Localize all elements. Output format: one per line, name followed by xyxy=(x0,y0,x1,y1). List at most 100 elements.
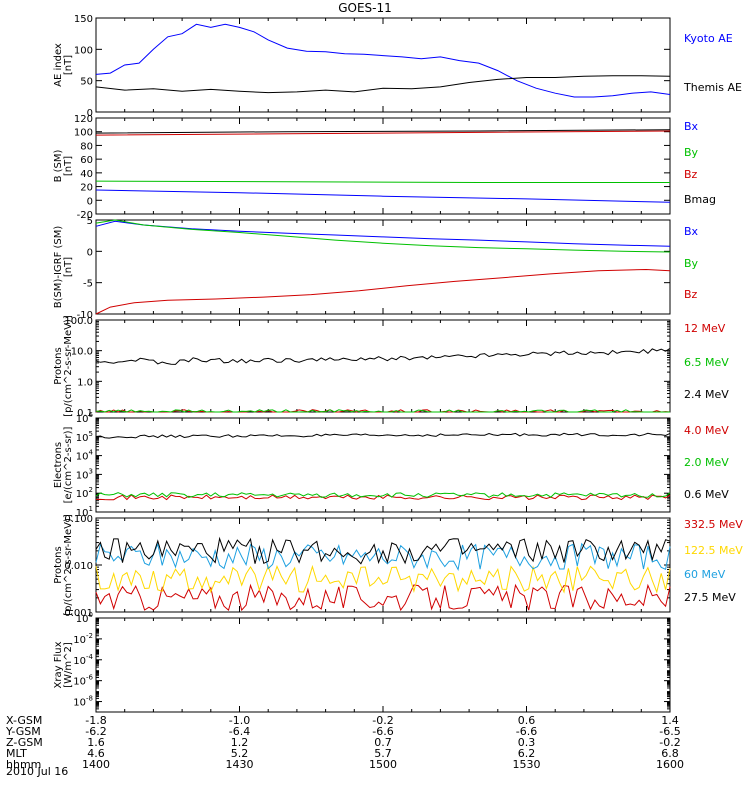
orbit-tick-value: -1.8 xyxy=(85,714,106,727)
protons-low-panel: 0.1 1.0 10.0 100.0 Protons [p/(cm^2-s-sr-MeV)… xyxy=(53,315,729,419)
orbit-tick-value: 1530 xyxy=(513,758,541,771)
y-axis-label: B(SM)-IGRF (SM) xyxy=(53,226,64,309)
orbit-tick-value: 6.2 xyxy=(518,747,536,760)
legend-entry: Kyoto AE xyxy=(684,32,733,45)
series-line-kyoto-ae xyxy=(95,23,671,98)
y-tick-label: 100 xyxy=(74,128,93,139)
series-line-6-5-mev xyxy=(95,409,670,413)
y-tick-label: 20 xyxy=(80,183,93,194)
series-line-themis-ae xyxy=(95,75,671,94)
y-tick-label: 0 xyxy=(87,196,93,207)
y-tick-label: 10-8 xyxy=(73,695,93,709)
y-tick-label: 10-2 xyxy=(73,632,93,646)
y-tick-label: -20 xyxy=(77,210,93,221)
legend-entry: Bmag xyxy=(684,193,716,206)
legend-entry: Bx xyxy=(684,225,699,238)
y-tick-label: 120 xyxy=(74,114,93,125)
y-axis-label: B (SM) xyxy=(53,149,64,182)
orbit-tick-value: -6.5 xyxy=(659,725,680,738)
orbit-tick-value: 1500 xyxy=(369,758,397,771)
legend-entry: 2.0 MeV xyxy=(684,456,729,469)
legend-entry: Bx xyxy=(684,120,699,133)
orbit-tick-value: 1.2 xyxy=(231,736,249,749)
y-tick-label: 0.100 xyxy=(64,514,93,525)
orbit-row-label: hhmm xyxy=(6,758,41,771)
y-tick-label: 100 xyxy=(76,611,93,625)
legend-entry: 27.5 MeV xyxy=(684,591,736,604)
panel-frame xyxy=(95,517,671,613)
legend-entry: Bz xyxy=(684,168,698,181)
orbit-tick-value: -0.2 xyxy=(659,736,680,749)
series-line-122-5-mev xyxy=(95,564,671,594)
orbit-tick-value: 5.7 xyxy=(374,747,392,760)
orbit-tick-value: 1.4 xyxy=(661,714,679,727)
legend-entry: Bz xyxy=(684,288,698,301)
y-axis-unit: [W/m^2] xyxy=(63,642,74,688)
y-tick-label: 102 xyxy=(76,486,93,500)
orbit-tick-value: 0.7 xyxy=(374,736,392,749)
orbit-tick-value: 1600 xyxy=(656,758,684,771)
y-tick-label: 5 xyxy=(87,216,93,227)
y-axis-label: AE index xyxy=(53,43,64,87)
series-line-bmag xyxy=(95,129,671,134)
y-axis-unit: [nT] xyxy=(63,55,74,75)
legend-entry: 12 MeV xyxy=(684,322,726,335)
y-axis-label: Xray Flux xyxy=(53,641,64,688)
y-tick-label: -5 xyxy=(83,279,93,290)
legend-entry: By xyxy=(684,146,699,159)
orbit-tick-value: -6.4 xyxy=(229,725,250,738)
y-tick-label: 106 xyxy=(76,411,94,425)
orbit-tick-value: 1400 xyxy=(82,758,110,771)
orbit-tick-value: 0.6 xyxy=(518,714,536,727)
b-igrf-panel: -10 -5 0 5 B(SM)-IGRF (SM) [nT] Bx By Bz xyxy=(53,216,699,321)
y-tick-label: 103 xyxy=(76,467,93,481)
series-line-by xyxy=(95,180,670,183)
plot-title: GOES-11 xyxy=(338,1,392,15)
y-axis-unit: [p/(cm^2-s-sr-MeV)] xyxy=(63,514,74,616)
panel-frame xyxy=(95,319,671,413)
y-tick-label: 101 xyxy=(76,505,93,519)
y-tick-label: 105 xyxy=(76,430,93,444)
series-line-332-5-mev xyxy=(95,583,671,612)
y-tick-label: 150 xyxy=(74,14,93,25)
orbit-tick-value: -6.6 xyxy=(516,725,537,738)
orbit-tick-value: -6.6 xyxy=(372,725,393,738)
orbit-row-label: Z-GSM xyxy=(6,736,43,749)
series-line-60-mev xyxy=(95,542,671,572)
protons-high-panel: 0.001 0.010 0.100 Protons [p/(cm^2-s-sr-MeV)… xyxy=(53,514,743,619)
y-tick-label: 0 xyxy=(87,247,93,258)
y-tick-label: 60 xyxy=(80,155,93,166)
series-line-bz xyxy=(95,130,671,136)
series-line-2-4-mev xyxy=(95,347,671,365)
y-axis-unit: [nT] xyxy=(63,156,74,176)
y-axis-label: Protons xyxy=(53,546,64,583)
y-tick-label: 80 xyxy=(80,141,93,152)
orbit-tick-value: -0.2 xyxy=(372,714,393,727)
y-tick-label: 0 xyxy=(87,108,93,119)
legend-entry: 332.5 MeV xyxy=(684,518,743,531)
legend-entry: Themis AE xyxy=(683,81,742,94)
legend-entry: 6.5 MeV xyxy=(684,356,729,369)
y-tick-label: 10-4 xyxy=(73,653,93,667)
orbit-tick-value: 1.6 xyxy=(87,736,105,749)
legend-entry: 0.6 MeV xyxy=(684,488,729,501)
y-tick-label: 10-6 xyxy=(73,674,93,688)
legend-entry: By xyxy=(684,257,699,270)
y-axis-unit: [e/(cm^2-s-sr)] xyxy=(63,426,74,503)
series-line-27-5-mev xyxy=(95,536,671,565)
orbit-row-label: Y-GSM xyxy=(5,725,41,738)
y-tick-label: 40 xyxy=(80,169,93,180)
legend-entry: 122.5 MeV xyxy=(684,544,743,557)
orbit-tick-value: 6.8 xyxy=(661,747,679,760)
y-tick-label: 0.1 xyxy=(77,408,93,419)
series-line-by xyxy=(95,219,671,253)
series-line-bz xyxy=(95,268,671,315)
orbit-tick-value: -1.0 xyxy=(229,714,250,727)
y-axis-label: Electrons xyxy=(53,442,64,488)
series-line-bx xyxy=(95,189,671,203)
y-tick-label: 100 xyxy=(74,45,93,56)
legend-entry: 60 MeV xyxy=(684,568,726,581)
orbit-row-label: X-GSM xyxy=(6,714,42,727)
electrons-panel: 101 102 103 104 105 106 Electrons [e/(cm^2-s-sr… xyxy=(53,411,729,519)
